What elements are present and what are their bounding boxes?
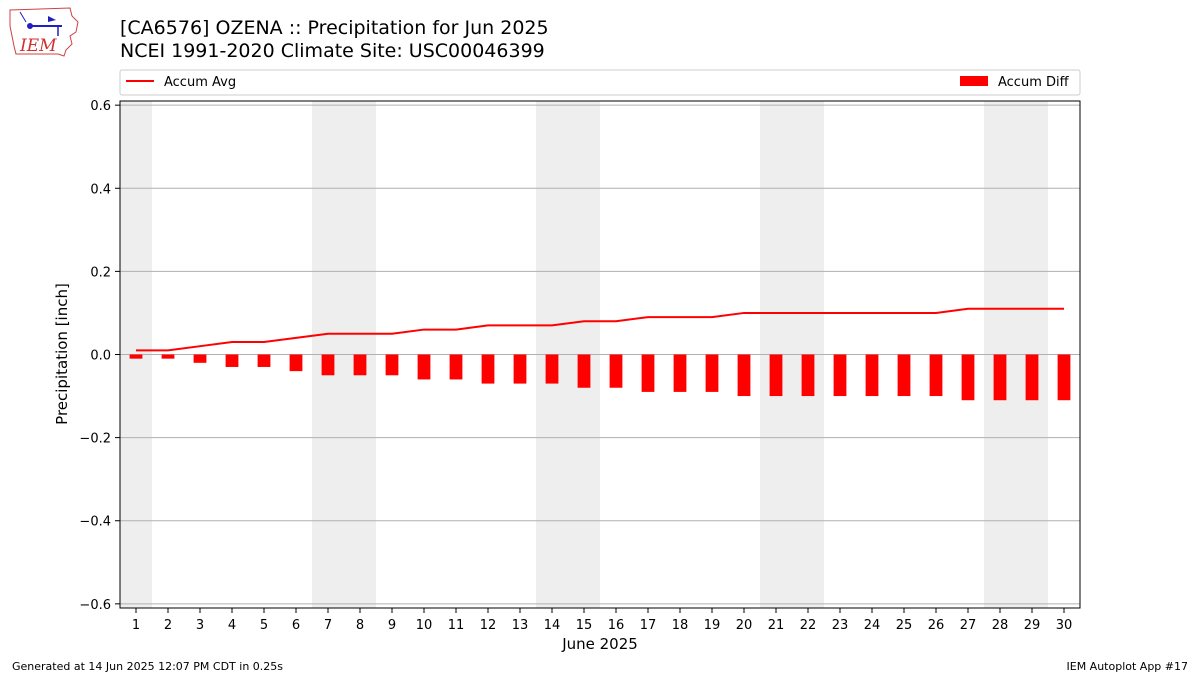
- accum-diff-bar: [1025, 354, 1039, 401]
- chart-title: [CA6576] OZENA :: Precipitation for Jun …: [120, 17, 549, 39]
- accum-diff-bar: [641, 354, 655, 392]
- accum-diff-bar: [417, 354, 431, 380]
- accum-diff-bar: [289, 354, 303, 372]
- x-tick-label: 7: [324, 618, 332, 633]
- y-tick-label: 0.6: [90, 99, 111, 114]
- x-tick-label: 24: [864, 618, 881, 633]
- accum-diff-bar: [577, 354, 591, 388]
- x-tick-label: 10: [416, 618, 433, 633]
- x-tick-label: 2: [164, 618, 172, 633]
- x-tick-label: 6: [292, 618, 300, 633]
- x-tick-label: 21: [768, 618, 785, 633]
- x-tick-label: 27: [960, 618, 977, 633]
- accum-diff-bar: [609, 354, 623, 388]
- x-tick-label: 28: [992, 618, 1009, 633]
- x-tick-label: 29: [1024, 618, 1041, 633]
- legend-accum-diff-swatch: [960, 76, 988, 86]
- gridlines: [120, 104, 1080, 605]
- accum-diff-bar: [161, 354, 175, 359]
- accum-diff-bar: [865, 354, 879, 397]
- accum-diff-bar: [769, 354, 783, 397]
- legend-frame: [119, 69, 1081, 96]
- legend: Accum Avg Accum Diff: [119, 69, 1081, 96]
- accum-diff-bar: [353, 354, 367, 376]
- x-tick-label: 25: [896, 618, 913, 633]
- y-axis-label: Precipitation [inch]: [53, 283, 71, 425]
- accum-diff-bar: [545, 354, 559, 384]
- y-tick-label: −0.6: [79, 598, 111, 613]
- accum-diff-bars: [129, 354, 1071, 401]
- iem-iowa-logo-icon: IEM: [9, 7, 79, 57]
- y-tick-label: −0.4: [79, 515, 111, 530]
- x-tick-label: 22: [800, 618, 817, 633]
- x-tick-label: 1: [132, 618, 140, 633]
- accum-diff-bar: [225, 354, 239, 367]
- accum-diff-bar: [321, 354, 335, 376]
- accum-diff-bar: [737, 354, 751, 397]
- x-tick-label: 14: [544, 618, 561, 633]
- accum-diff-bar: [513, 354, 527, 384]
- accum-diff-bar: [673, 354, 687, 392]
- y-tick-label: 0.4: [90, 182, 111, 197]
- x-tick-label: 30: [1056, 618, 1073, 633]
- x-tick-label: 17: [640, 618, 657, 633]
- x-axis: 1 2 3 4 5 6 7 8 9 10 11 12 13 14 15 16 17 18 19 20 21 22 23 24 2…: [132, 608, 1072, 633]
- x-tick-label: 26: [928, 618, 945, 633]
- x-tick-label: 23: [832, 618, 849, 633]
- y-tick-label: −0.2: [79, 432, 111, 447]
- x-tick-label: 18: [672, 618, 689, 633]
- x-tick-label: 4: [228, 618, 236, 633]
- accum-diff-bar: [929, 354, 943, 397]
- logo-text: IEM: [19, 36, 57, 56]
- x-tick-label: 8: [356, 618, 364, 633]
- accum-diff-bar: [705, 354, 719, 392]
- accum-avg-line: [136, 307, 1064, 352]
- y-tick-label: 0.2: [90, 265, 111, 280]
- x-tick-label: 16: [608, 618, 625, 633]
- accum-diff-bar: [481, 354, 495, 384]
- y-axis: −0.6 −0.4 −0.2 0.0 0.2 0.4 0.6: [79, 99, 120, 613]
- footer-generated-text: Generated at 14 Jun 2025 12:07 PM CDT in…: [12, 660, 284, 673]
- accum-diff-bar: [385, 354, 399, 376]
- accum-diff-bar: [193, 354, 207, 363]
- x-tick-label: 3: [196, 618, 204, 633]
- x-tick-label: 5: [260, 618, 268, 633]
- x-tick-label: 11: [448, 618, 465, 633]
- accum-diff-bar: [833, 354, 847, 397]
- x-tick-label: 20: [736, 618, 753, 633]
- accum-diff-bar: [449, 354, 463, 380]
- accum-diff-bar: [257, 354, 271, 367]
- x-tick-label: 13: [512, 618, 529, 633]
- accum-diff-bar: [993, 354, 1007, 401]
- accum-diff-bar: [897, 354, 911, 397]
- accum-diff-bar: [961, 354, 975, 401]
- x-axis-label: June 2025: [561, 635, 638, 653]
- x-tick-label: 9: [388, 618, 396, 633]
- legend-accum-diff-label: Accum Diff: [998, 75, 1070, 90]
- accum-diff-bar: [1057, 354, 1071, 401]
- x-tick-label: 19: [704, 618, 721, 633]
- y-tick-label: 0.0: [90, 349, 111, 364]
- x-tick-label: 15: [576, 618, 593, 633]
- footer-app-text: IEM Autoplot App #17: [1066, 660, 1189, 673]
- accum-diff-bar: [129, 354, 143, 359]
- chart-subtitle: NCEI 1991-2020 Climate Site: USC00046399: [120, 40, 545, 62]
- accum-diff-bar: [801, 354, 815, 397]
- x-tick-label: 12: [480, 618, 497, 633]
- legend-accum-avg-label: Accum Avg: [164, 75, 236, 90]
